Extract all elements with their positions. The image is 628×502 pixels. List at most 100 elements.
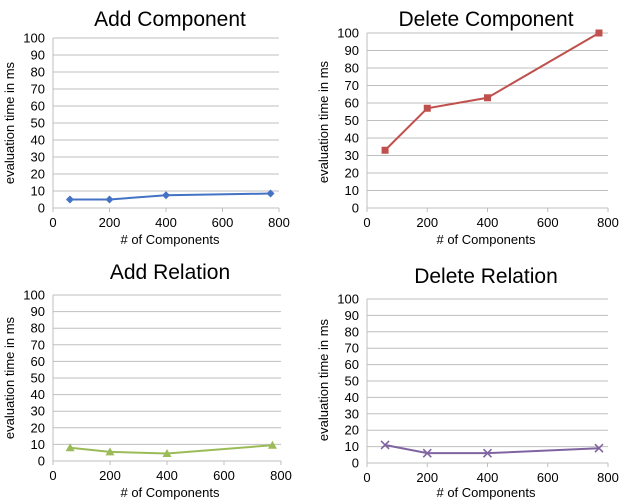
- chart-title: Add Component: [94, 8, 246, 31]
- x-tick-label: 800: [597, 470, 619, 485]
- y-tick-label: 70: [31, 337, 45, 352]
- data-point: [423, 104, 431, 112]
- y-tick-label: 40: [345, 131, 359, 146]
- x-tick-label: 600: [212, 215, 234, 230]
- y-tick-label: 0: [38, 201, 45, 216]
- x-axis-label: # of Components: [120, 232, 220, 247]
- series-line: [384, 443, 600, 455]
- y-tick-label: 80: [31, 321, 45, 336]
- y-tick-label: 100: [337, 292, 359, 307]
- data-point: [266, 189, 275, 198]
- x-tick-label: 600: [537, 470, 559, 485]
- series-line: [384, 32, 600, 151]
- data-point: [482, 448, 493, 458]
- y-tick-label: 10: [345, 439, 359, 454]
- y-tick-label: 0: [38, 454, 45, 469]
- y-tick-label: 30: [345, 406, 359, 421]
- x-tick-label: 0: [49, 468, 56, 483]
- y-tick-label: 100: [23, 288, 45, 303]
- x-tick-label: 200: [416, 470, 438, 485]
- x-tick-label: 0: [363, 470, 370, 485]
- data-point: [162, 449, 172, 458]
- y-tick-label: 70: [31, 82, 45, 97]
- chart-title: Add Relation: [110, 261, 230, 284]
- y-tick-label: 40: [345, 390, 359, 405]
- data-point: [105, 195, 114, 204]
- y-tick-label: 100: [337, 26, 359, 41]
- y-tick-label: 30: [345, 148, 359, 163]
- plot-area: 0 10 20 30 40 50 60 70 80 90 100 0 200 400 600 800: [23, 31, 290, 231]
- y-tick-label: 60: [31, 99, 45, 114]
- x-tick-label: 600: [213, 468, 235, 483]
- y-tick-label: 50: [31, 116, 45, 131]
- y-tick-label: 60: [345, 96, 359, 111]
- chart-panel-add-component: Add Component evaluation time in ms # of…: [2, 8, 290, 247]
- y-tick-label: 40: [31, 133, 45, 148]
- data-point: [267, 440, 277, 449]
- y-tick-label: 50: [345, 374, 359, 389]
- x-tick-label: 0: [363, 215, 370, 230]
- y-axis-label: evaluation time in ms: [2, 316, 17, 439]
- y-tick-label: 20: [31, 420, 45, 435]
- x-tick-label: 0: [49, 215, 56, 230]
- data-point: [162, 191, 170, 200]
- data-point: [422, 448, 432, 458]
- y-tick-label: 80: [345, 61, 359, 76]
- y-tick-label: 40: [31, 387, 45, 402]
- y-tick-label: 30: [31, 404, 45, 419]
- data-point: [381, 146, 389, 154]
- y-tick-label: 30: [31, 150, 45, 165]
- y-axis-label: evaluation time in ms: [2, 61, 17, 184]
- x-axis-label: # of Components: [120, 485, 220, 500]
- x-tick-label: 200: [99, 468, 121, 483]
- x-tick-label: 600: [537, 215, 559, 230]
- y-tick-label: 20: [345, 423, 359, 438]
- data-point: [595, 29, 603, 37]
- y-tick-label: 10: [31, 184, 45, 199]
- x-tick-label: 200: [99, 215, 121, 230]
- y-axis-label: evaluation time in ms: [316, 60, 331, 183]
- y-tick-label: 90: [31, 304, 45, 319]
- y-tick-label: 20: [31, 167, 45, 182]
- y-axis-label: evaluation time in ms: [316, 318, 331, 441]
- x-tick-label: 400: [155, 215, 177, 230]
- chart-title: Delete Component: [398, 8, 573, 31]
- y-tick-label: 10: [345, 183, 359, 198]
- y-tick-label: 50: [31, 371, 45, 386]
- chart-panel-add-relation: Add Relation evaluation time in ms # of …: [2, 261, 292, 500]
- data-point: [65, 195, 74, 204]
- x-tick-label: 400: [477, 215, 499, 230]
- y-tick-label: 70: [345, 78, 359, 93]
- y-tick-label: 10: [31, 437, 45, 452]
- data-point: [65, 443, 75, 452]
- data-point: [105, 447, 115, 456]
- x-axis-label: # of Components: [436, 232, 536, 247]
- x-axis-label: # of Components: [436, 485, 536, 500]
- chart-panel-delete-relation: Delete Relation evaluation time in ms # …: [316, 265, 619, 500]
- x-tick-label: 400: [477, 470, 499, 485]
- data-point: [380, 440, 390, 450]
- x-tick-label: 200: [416, 215, 438, 230]
- y-tick-label: 60: [345, 357, 359, 372]
- x-tick-label: 800: [597, 215, 619, 230]
- series-line: [69, 192, 271, 201]
- x-tick-label: 800: [268, 215, 290, 230]
- data-point: [594, 443, 604, 453]
- x-tick-label: 400: [156, 468, 178, 483]
- y-tick-label: 80: [345, 324, 359, 339]
- y-tick-label: 90: [31, 48, 45, 63]
- y-tick-label: 50: [345, 113, 359, 128]
- x-tick-label: 800: [270, 468, 292, 483]
- y-tick-label: 100: [23, 31, 45, 46]
- y-tick-label: 90: [345, 43, 359, 58]
- chart-title: Delete Relation: [414, 265, 558, 288]
- chart-panel-delete-component: Delete Component evaluation time in ms #…: [316, 8, 619, 247]
- y-tick-label: 80: [31, 65, 45, 80]
- y-tick-label: 70: [345, 341, 359, 356]
- y-tick-label: 0: [352, 201, 359, 216]
- y-tick-label: 90: [345, 308, 359, 323]
